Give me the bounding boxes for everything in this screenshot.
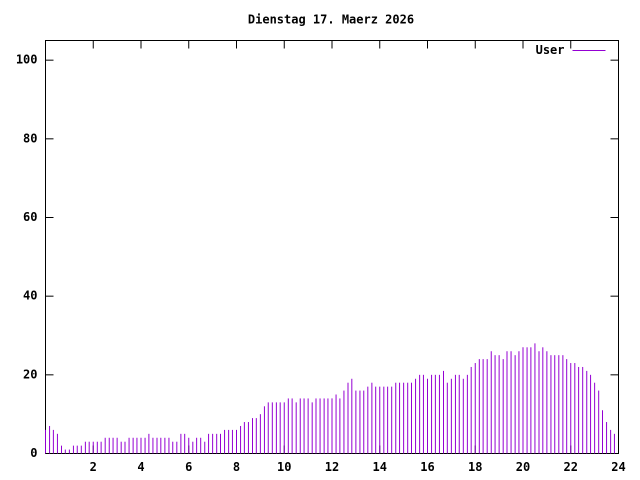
x-tick-label: 16 bbox=[420, 460, 434, 474]
x-tick-label: 12 bbox=[325, 460, 339, 474]
legend-label: User bbox=[536, 43, 565, 57]
x-tick-label: 2 bbox=[90, 460, 97, 474]
y-tick-label: 0 bbox=[30, 446, 37, 460]
x-tick-label: 18 bbox=[468, 460, 482, 474]
chart-title: Dienstag 17. Maerz 2026 bbox=[248, 13, 414, 27]
x-tick-label: 4 bbox=[137, 460, 144, 474]
x-tick-label: 10 bbox=[277, 460, 291, 474]
y-tick-label: 40 bbox=[23, 289, 37, 303]
x-tick-label: 22 bbox=[564, 460, 578, 474]
x-tick-label: 20 bbox=[516, 460, 530, 474]
y-tick-label: 100 bbox=[16, 53, 38, 67]
x-tick-label: 8 bbox=[233, 460, 240, 474]
y-tick-label: 20 bbox=[23, 367, 37, 381]
y-tick-label: 60 bbox=[23, 210, 37, 224]
x-tick-label: 6 bbox=[185, 460, 192, 474]
y-tick-label: 80 bbox=[23, 131, 37, 145]
x-tick-label: 24 bbox=[611, 460, 625, 474]
x-tick-label: 14 bbox=[373, 460, 387, 474]
